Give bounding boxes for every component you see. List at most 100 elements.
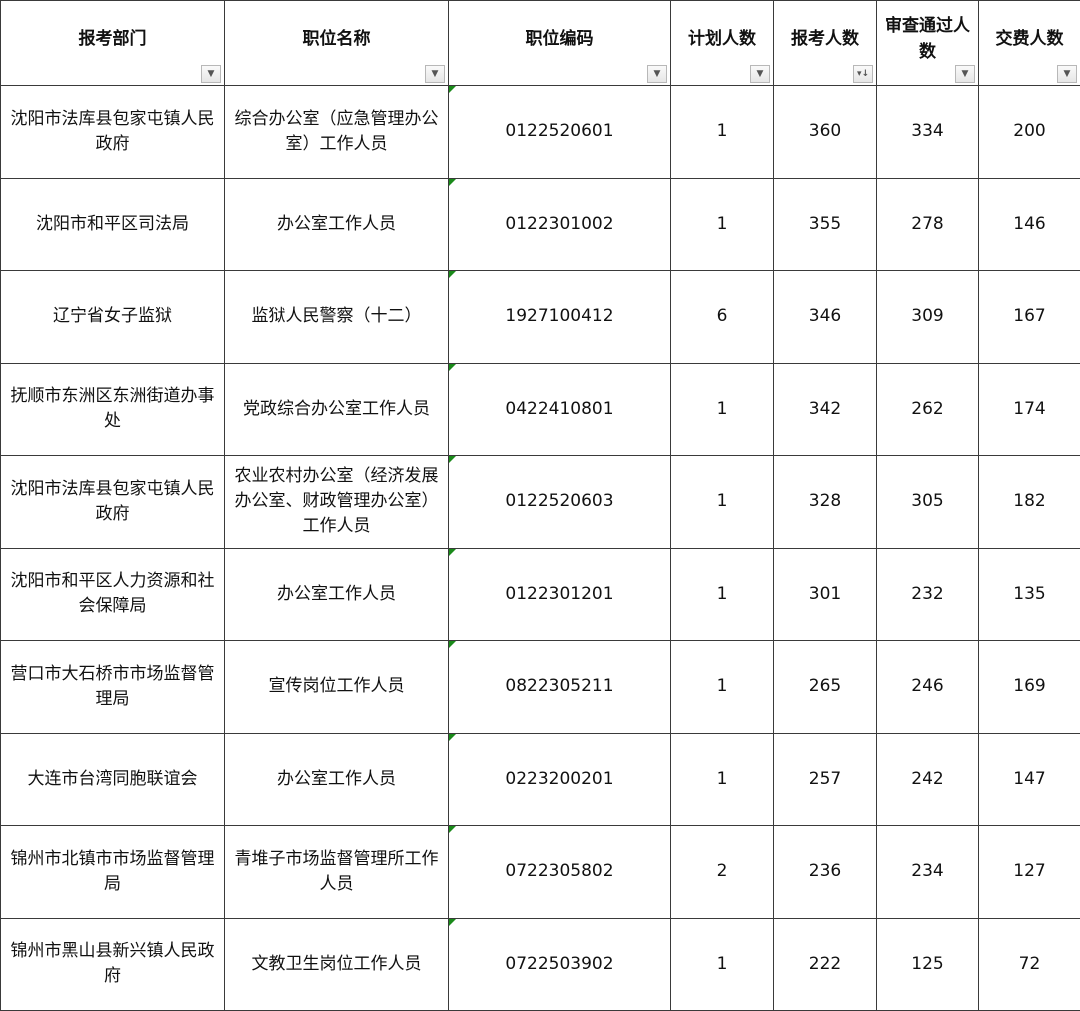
cell-value: 监狱人民警察（十二） (252, 306, 422, 326)
cell-paid-count[interactable]: 147 (979, 733, 1080, 826)
cell-approved-count[interactable]: 278 (877, 178, 979, 271)
column-header-label: 审查通过人数 (885, 16, 970, 62)
cell-department[interactable]: 抚顺市东洲区东洲街道办事处 (1, 363, 225, 456)
cell-applicant-count[interactable]: 355 (774, 178, 877, 271)
cell-paid-count[interactable]: 146 (979, 178, 1080, 271)
cell-position-name[interactable]: 综合办公室（应急管理办公室）工作人员 (225, 86, 449, 179)
cell-department[interactable]: 沈阳市和平区人力资源和社会保障局 (1, 548, 225, 641)
cell-paid-count[interactable]: 135 (979, 548, 1080, 641)
cell-value: 125 (911, 954, 943, 974)
cell-position-name[interactable]: 办公室工作人员 (225, 178, 449, 271)
cell-position-code[interactable]: 0722503902 (449, 918, 671, 1011)
cell-applicant-count[interactable]: 236 (774, 826, 877, 919)
cell-position-code[interactable]: 0722305802 (449, 826, 671, 919)
cell-planned-count[interactable]: 1 (671, 456, 774, 549)
cell-value: 360 (809, 121, 841, 141)
cell-planned-count[interactable]: 1 (671, 548, 774, 641)
cell-department[interactable]: 大连市台湾同胞联谊会 (1, 733, 225, 826)
cell-paid-count[interactable]: 127 (979, 826, 1080, 919)
cell-planned-count[interactable]: 1 (671, 178, 774, 271)
cell-value: 301 (809, 584, 841, 604)
cell-position-name[interactable]: 监狱人民警察（十二） (225, 271, 449, 364)
cell-paid-count[interactable]: 169 (979, 641, 1080, 734)
number-as-text-indicator-icon (449, 734, 456, 741)
column-header-paid-count: 交费人数▼ (979, 1, 1080, 86)
number-as-text-indicator-icon (449, 364, 456, 371)
cell-position-code[interactable]: 0122520601 (449, 86, 671, 179)
cell-paid-count[interactable]: 182 (979, 456, 1080, 549)
filter-dropdown-button[interactable]: ▼ (647, 65, 667, 83)
cell-applicant-count[interactable]: 346 (774, 271, 877, 364)
number-as-text-indicator-icon (449, 826, 456, 833)
cell-position-code[interactable]: 0822305211 (449, 641, 671, 734)
cell-position-code[interactable]: 1927100412 (449, 271, 671, 364)
number-as-text-indicator-icon (449, 271, 456, 278)
cell-position-name[interactable]: 宣传岗位工作人员 (225, 641, 449, 734)
cell-planned-count[interactable]: 1 (671, 86, 774, 179)
cell-approved-count[interactable]: 232 (877, 548, 979, 641)
cell-planned-count[interactable]: 1 (671, 363, 774, 456)
cell-position-name[interactable]: 办公室工作人员 (225, 548, 449, 641)
cell-value: 334 (911, 121, 943, 141)
cell-applicant-count[interactable]: 301 (774, 548, 877, 641)
cell-planned-count[interactable]: 1 (671, 641, 774, 734)
cell-paid-count[interactable]: 167 (979, 271, 1080, 364)
cell-approved-count[interactable]: 125 (877, 918, 979, 1011)
cell-planned-count[interactable]: 1 (671, 733, 774, 826)
cell-position-code[interactable]: 0122520603 (449, 456, 671, 549)
cell-paid-count[interactable]: 200 (979, 86, 1080, 179)
cell-position-name[interactable]: 党政综合办公室工作人员 (225, 363, 449, 456)
cell-department[interactable]: 辽宁省女子监狱 (1, 271, 225, 364)
cell-approved-count[interactable]: 305 (877, 456, 979, 549)
filter-dropdown-button[interactable]: ▼ (1057, 65, 1077, 83)
cell-applicant-count[interactable]: 222 (774, 918, 877, 1011)
filter-dropdown-button[interactable]: ▼ (750, 65, 770, 83)
cell-value: 0722305802 (505, 861, 613, 881)
cell-approved-count[interactable]: 262 (877, 363, 979, 456)
cell-planned-count[interactable]: 1 (671, 918, 774, 1011)
filter-dropdown-button[interactable]: ▼ (955, 65, 975, 83)
cell-position-name[interactable]: 青堆子市场监督管理所工作人员 (225, 826, 449, 919)
cell-position-code[interactable]: 0223200201 (449, 733, 671, 826)
cell-approved-count[interactable]: 309 (877, 271, 979, 364)
cell-approved-count[interactable]: 234 (877, 826, 979, 919)
cell-value: 农业农村办公室（经济发展办公室、财政管理办公室）工作人员 (235, 466, 439, 536)
cell-approved-count[interactable]: 246 (877, 641, 979, 734)
cell-applicant-count[interactable]: 342 (774, 363, 877, 456)
cell-position-code[interactable]: 0422410801 (449, 363, 671, 456)
cell-applicant-count[interactable]: 360 (774, 86, 877, 179)
number-as-text-indicator-icon (449, 86, 456, 93)
cell-approved-count[interactable]: 334 (877, 86, 979, 179)
cell-applicant-count[interactable]: 328 (774, 456, 877, 549)
cell-approved-count[interactable]: 242 (877, 733, 979, 826)
filter-dropdown-button[interactable]: ▼ (201, 65, 221, 83)
cell-position-name[interactable]: 文教卫生岗位工作人员 (225, 918, 449, 1011)
sort-filter-button[interactable]: ▾↓ (853, 65, 873, 83)
cell-department[interactable]: 锦州市黑山县新兴镇人民政府 (1, 918, 225, 1011)
cell-paid-count[interactable]: 174 (979, 363, 1080, 456)
cell-value: 党政综合办公室工作人员 (243, 399, 430, 419)
number-as-text-indicator-icon (449, 919, 456, 926)
cell-planned-count[interactable]: 6 (671, 271, 774, 364)
cell-paid-count[interactable]: 72 (979, 918, 1080, 1011)
filter-dropdown-button[interactable]: ▼ (425, 65, 445, 83)
cell-applicant-count[interactable]: 257 (774, 733, 877, 826)
cell-value: 6 (717, 306, 728, 326)
cell-position-name[interactable]: 办公室工作人员 (225, 733, 449, 826)
cell-department[interactable]: 沈阳市法库县包家屯镇人民政府 (1, 456, 225, 549)
cell-position-name[interactable]: 农业农村办公室（经济发展办公室、财政管理办公室）工作人员 (225, 456, 449, 549)
cell-department[interactable]: 沈阳市和平区司法局 (1, 178, 225, 271)
cell-position-code[interactable]: 0122301002 (449, 178, 671, 271)
cell-department[interactable]: 营口市大石桥市市场监督管理局 (1, 641, 225, 734)
cell-position-code[interactable]: 0122301201 (449, 548, 671, 641)
cell-value: 1 (717, 769, 728, 789)
cell-department[interactable]: 沈阳市法库县包家屯镇人民政府 (1, 86, 225, 179)
cell-value: 0223200201 (505, 769, 613, 789)
cell-department[interactable]: 锦州市北镇市市场监督管理局 (1, 826, 225, 919)
cell-applicant-count[interactable]: 265 (774, 641, 877, 734)
cell-planned-count[interactable]: 2 (671, 826, 774, 919)
